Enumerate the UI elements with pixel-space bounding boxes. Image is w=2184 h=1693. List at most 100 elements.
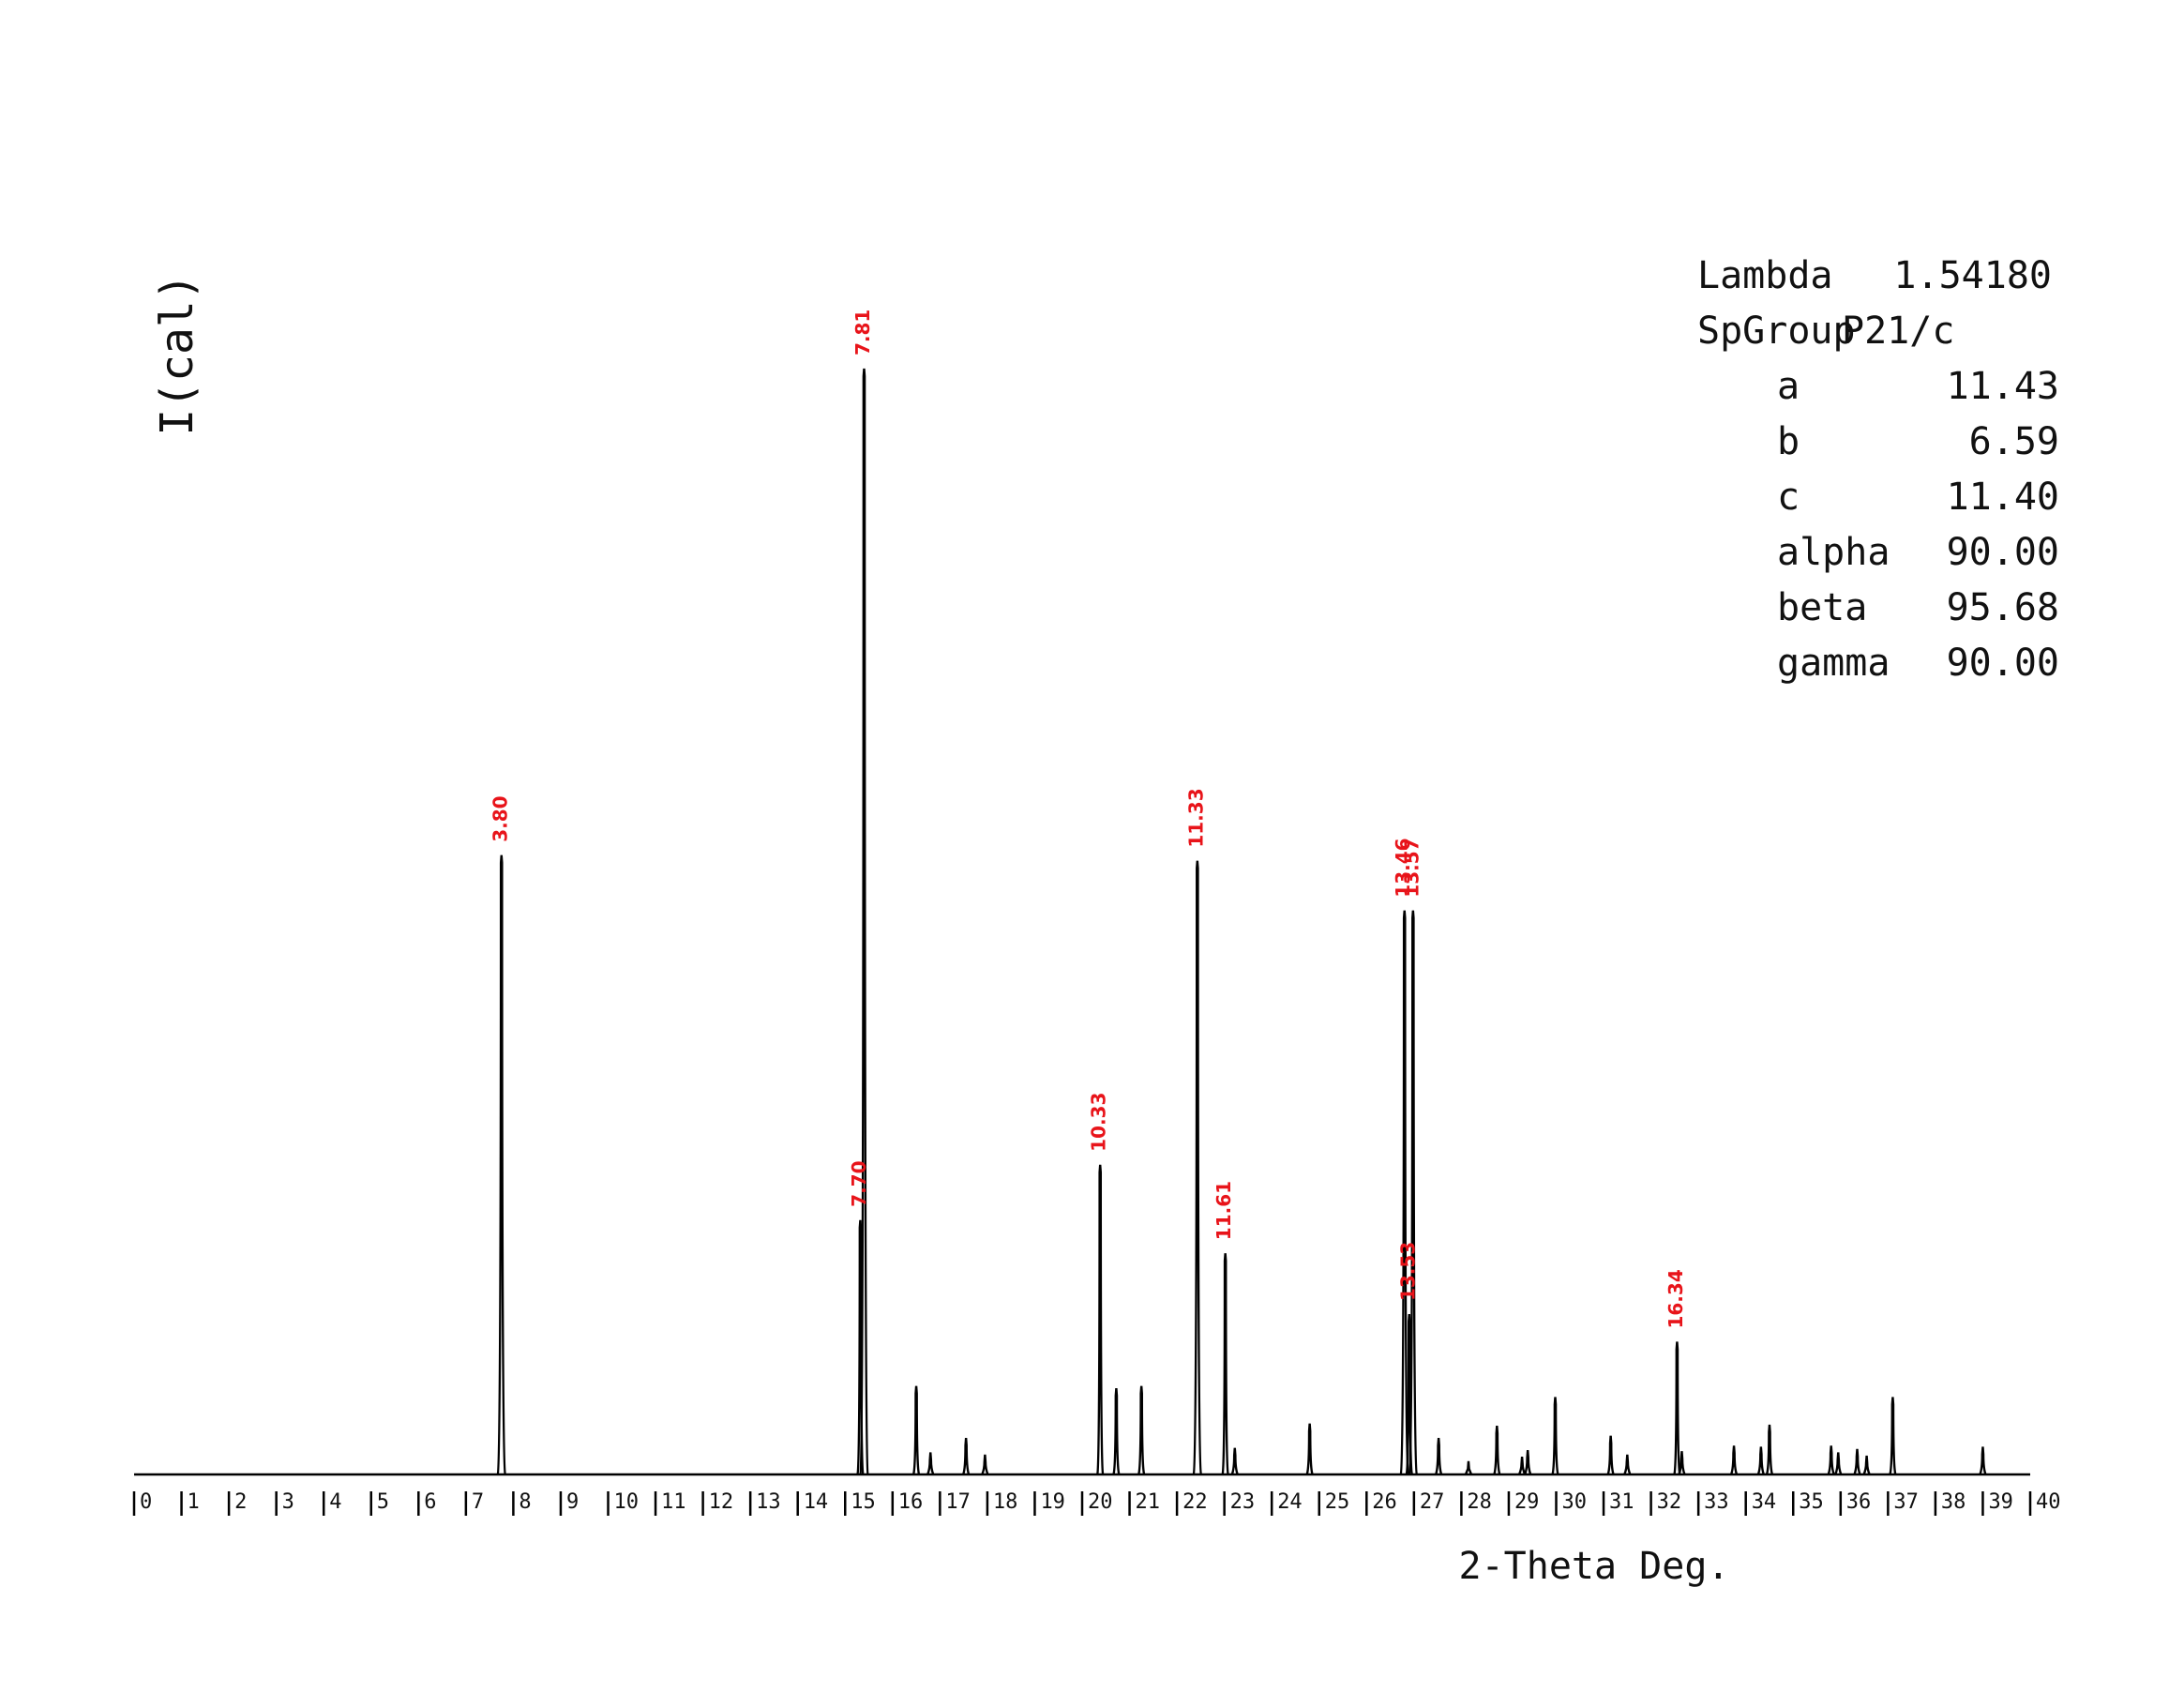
cell-info-value: 6.59 bbox=[1969, 420, 2059, 463]
x-tick-label: 13 bbox=[756, 1490, 781, 1514]
x-tick-label: 34 bbox=[1752, 1490, 1777, 1514]
trace-layer bbox=[496, 368, 1987, 1475]
x-tick-label: 14 bbox=[804, 1490, 829, 1514]
minor-peak bbox=[1889, 1397, 1897, 1475]
cell-info-label: beta bbox=[1777, 586, 1867, 629]
x-tick-label: 36 bbox=[1846, 1490, 1872, 1514]
x-tick-label: 24 bbox=[1277, 1490, 1303, 1514]
x-tick-label: 19 bbox=[1040, 1490, 1065, 1514]
labeled-peak bbox=[1096, 1164, 1105, 1475]
x-tick-label: 5 bbox=[377, 1490, 389, 1514]
peak-label: 10.33 bbox=[1088, 1093, 1110, 1152]
minor-peak bbox=[1979, 1446, 1987, 1475]
x-tick-label: 4 bbox=[329, 1490, 341, 1514]
minor-peak bbox=[981, 1454, 989, 1475]
x-tick-label: 22 bbox=[1182, 1490, 1208, 1514]
cell-info-label: a bbox=[1777, 365, 1800, 408]
minor-peak bbox=[1305, 1423, 1314, 1475]
x-tick-label: 12 bbox=[709, 1490, 734, 1514]
cell-info-value: 1.54180 bbox=[1893, 254, 2052, 297]
minor-peak bbox=[1434, 1438, 1443, 1475]
labeled-peak bbox=[1673, 1341, 1681, 1475]
x-tick-label: 16 bbox=[898, 1490, 924, 1514]
x-tick-label: 40 bbox=[2036, 1490, 2061, 1514]
cell-info-label: b bbox=[1777, 420, 1800, 463]
x-tick-label: 39 bbox=[1988, 1490, 2013, 1514]
minor-peak bbox=[1112, 1387, 1121, 1475]
x-tick-label: 35 bbox=[1799, 1490, 1824, 1514]
x-tick-label: 38 bbox=[1941, 1490, 1966, 1514]
x-tick-label: 27 bbox=[1420, 1490, 1445, 1514]
cell-info-label: Lambda bbox=[1697, 254, 1833, 297]
x-tick-label: 3 bbox=[282, 1490, 294, 1514]
x-tick-label: 31 bbox=[1609, 1490, 1634, 1514]
x-tick-label: 6 bbox=[424, 1490, 436, 1514]
peak-label: 13.46 bbox=[1392, 838, 1414, 897]
cell-info-value: 90.00 bbox=[1947, 531, 2059, 574]
minor-peak bbox=[1551, 1397, 1559, 1475]
x-tick-label: 18 bbox=[993, 1490, 1018, 1514]
labeled-peak bbox=[1405, 1313, 1413, 1475]
peak-label: 3.80 bbox=[489, 795, 511, 841]
minor-peak bbox=[1493, 1426, 1501, 1475]
x-tick-label: 26 bbox=[1372, 1490, 1397, 1514]
peak-label: 7.70 bbox=[848, 1160, 870, 1206]
minor-peak bbox=[1729, 1445, 1739, 1475]
peak-label: 11.33 bbox=[1184, 788, 1207, 847]
x-tick-label: 23 bbox=[1230, 1490, 1256, 1514]
cell-info-label: c bbox=[1777, 476, 1800, 519]
x-tick-label: 33 bbox=[1704, 1490, 1729, 1514]
cell-info-value: 11.40 bbox=[1947, 476, 2059, 519]
cell-info-label: alpha bbox=[1777, 531, 1890, 574]
x-tick-label: 15 bbox=[851, 1490, 876, 1514]
minor-peak bbox=[911, 1385, 921, 1475]
labeled-peak bbox=[1192, 860, 1203, 1475]
x-axis-title: 2-Theta Deg. bbox=[1459, 1545, 1730, 1588]
x-tick-label: 29 bbox=[1514, 1490, 1540, 1514]
peak-label: 7.81 bbox=[851, 310, 874, 355]
peak-label: 13.57 bbox=[1400, 838, 1423, 897]
x-tick-label: 7 bbox=[472, 1490, 484, 1514]
x-tick-label: 2 bbox=[234, 1490, 247, 1514]
x-tick-label: 37 bbox=[1893, 1490, 1919, 1514]
minor-peak bbox=[926, 1452, 935, 1475]
x-tick-layer: 0 1 2 3 4 5 6 7 8 9 10 11 12 13 14 15 16 17 18 19 20 21 22 23 24… bbox=[132, 1490, 2061, 1516]
x-tick-label: 32 bbox=[1657, 1490, 1682, 1514]
x-tick-label: 21 bbox=[1136, 1490, 1161, 1514]
cell-info-value: 11.43 bbox=[1947, 365, 2059, 408]
labeled-peak bbox=[859, 368, 869, 1475]
minor-peak bbox=[1834, 1452, 1843, 1475]
minor-peak bbox=[1765, 1424, 1774, 1475]
x-tick-label: 25 bbox=[1325, 1490, 1350, 1514]
x-tick-label: 10 bbox=[614, 1490, 640, 1514]
minor-peak bbox=[1524, 1449, 1532, 1475]
minor-peak bbox=[1853, 1448, 1861, 1475]
cell-info-value: P21/c bbox=[1842, 310, 1954, 353]
x-tick-label: 0 bbox=[140, 1490, 152, 1514]
minor-peak bbox=[1756, 1446, 1766, 1475]
cell-info-value: 95.68 bbox=[1947, 586, 2059, 629]
peak-label: 11.61 bbox=[1212, 1181, 1235, 1240]
minor-peak bbox=[1606, 1435, 1615, 1475]
peak-label: 13.53 bbox=[1396, 1242, 1419, 1301]
minor-peak bbox=[1137, 1385, 1146, 1475]
x-tick-label: 1 bbox=[188, 1490, 200, 1514]
cell-info-value: 90.00 bbox=[1947, 642, 2059, 685]
x-tick-label: 28 bbox=[1467, 1490, 1492, 1514]
minor-peak bbox=[1517, 1457, 1527, 1475]
labeled-peak bbox=[1221, 1253, 1229, 1475]
x-tick-label: 30 bbox=[1562, 1490, 1588, 1514]
minor-peak bbox=[1862, 1455, 1871, 1475]
cell-info-label: gamma bbox=[1777, 642, 1890, 685]
cell-info-label: SpGroup bbox=[1697, 310, 1856, 353]
minor-peak bbox=[1230, 1447, 1239, 1475]
x-tick-label: 8 bbox=[519, 1490, 531, 1514]
x-tick-label: 11 bbox=[661, 1490, 686, 1514]
minor-peak bbox=[1623, 1454, 1632, 1475]
minor-peak bbox=[1827, 1445, 1835, 1475]
peak-label: 16.34 bbox=[1664, 1269, 1687, 1328]
